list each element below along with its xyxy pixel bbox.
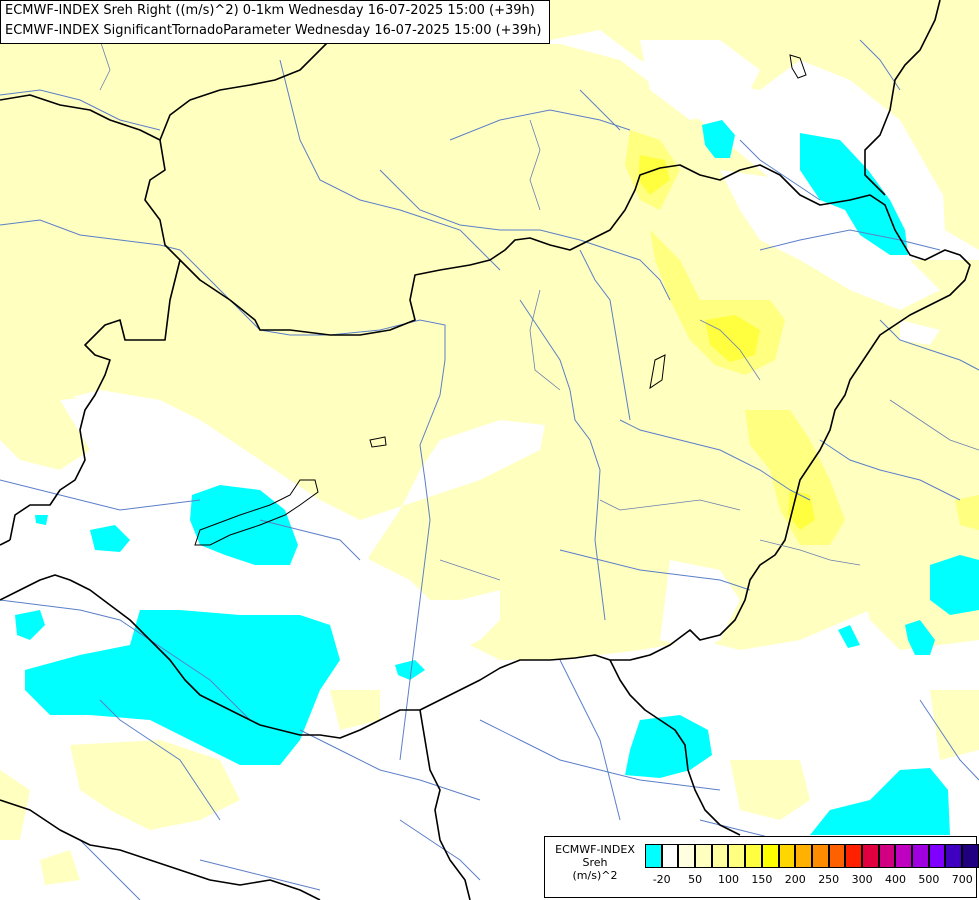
sreh-field-strong	[638, 155, 815, 530]
legend-tick-label: 500	[918, 873, 940, 886]
legend-tick-label: 100	[718, 873, 739, 886]
title-line-stp: ECMWF-INDEX SignificantTornadoParameter …	[5, 23, 542, 38]
legend-tick-label: 150	[751, 873, 773, 886]
title-line-sreh: ECMWF-INDEX Sreh Right ((m/s)^2) 0-1km W…	[5, 3, 535, 18]
color-legend: ECMWF-INDEX Sreh (m/s)^2 -20 50 100 150 200 2…	[544, 836, 979, 898]
legend-ticks: -20 50 100 150 200 250 300 400 500 700	[645, 873, 975, 887]
legend-swatch	[661, 844, 679, 868]
legend-swatch	[828, 844, 846, 868]
legend-label-source: ECMWF-INDEX	[555, 843, 635, 856]
sreh-field-negative	[15, 120, 979, 835]
legend-swatch	[728, 844, 746, 868]
legend-tick-label: 50	[688, 873, 703, 886]
legend-tick-label: 250	[818, 873, 840, 886]
lakes	[194, 54, 807, 546]
legend-swatch	[845, 844, 862, 868]
legend-swatch	[928, 844, 946, 868]
rivers	[0, 39, 979, 900]
legend-label-param: Sreh	[582, 856, 608, 869]
legend-swatch	[861, 844, 879, 868]
legend-swatch	[778, 844, 796, 868]
legend-tick-label: 400	[885, 873, 906, 886]
legend-swatch	[745, 844, 762, 868]
legend-label: ECMWF-INDEX Sreh (m/s)^2	[547, 843, 643, 882]
legend-swatch	[761, 844, 779, 868]
legend-swatch	[912, 844, 929, 868]
legend-swatch	[962, 844, 979, 868]
legend-swatch	[795, 844, 812, 868]
legend-swatches	[645, 844, 979, 868]
legend-swatch	[811, 844, 829, 868]
legend-tick-label: 700	[951, 873, 973, 886]
legend-tick-label: 300	[851, 873, 873, 886]
legend-swatch	[645, 844, 662, 868]
admin-lines	[99, 39, 979, 581]
legend-tick-label: -20	[652, 873, 671, 886]
legend-swatch	[945, 844, 963, 868]
legend-tick-label: 200	[784, 873, 806, 886]
legend-swatch	[695, 844, 712, 868]
legend-swatch	[878, 844, 896, 868]
legend-swatch	[895, 844, 912, 868]
legend-swatch	[711, 844, 729, 868]
legend-swatch	[678, 844, 696, 868]
map-title-box: ECMWF-INDEX Sreh Right ((m/s)^2) 0-1km W…	[0, 0, 550, 44]
legend-label-unit: (m/s)^2	[572, 869, 618, 882]
